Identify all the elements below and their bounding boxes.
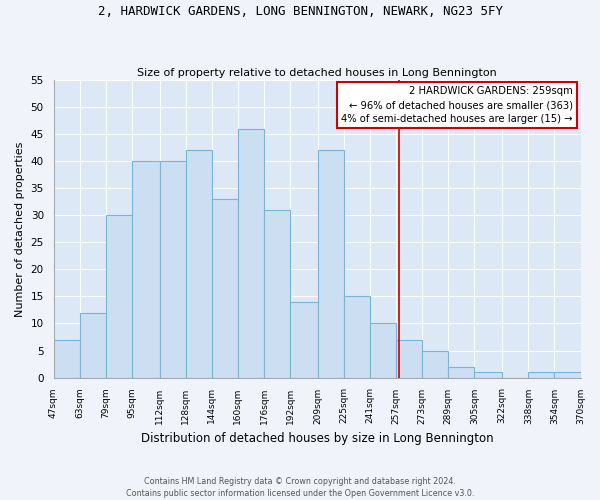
Bar <box>160 162 185 378</box>
Bar <box>80 312 106 378</box>
Title: Size of property relative to detached houses in Long Bennington: Size of property relative to detached ho… <box>137 68 497 78</box>
Bar <box>106 216 132 378</box>
Bar <box>396 340 422 378</box>
Text: Contains HM Land Registry data © Crown copyright and database right 2024.
Contai: Contains HM Land Registry data © Crown c… <box>126 476 474 498</box>
X-axis label: Distribution of detached houses by size in Long Bennington: Distribution of detached houses by size … <box>141 432 493 445</box>
Bar <box>422 350 448 378</box>
Bar <box>290 302 318 378</box>
Bar <box>132 162 160 378</box>
Bar <box>344 296 370 378</box>
Bar <box>448 367 475 378</box>
Bar <box>475 372 502 378</box>
Text: 2 HARDWICK GARDENS: 259sqm
← 96% of detached houses are smaller (363)
4% of semi: 2 HARDWICK GARDENS: 259sqm ← 96% of deta… <box>341 86 572 124</box>
Bar <box>238 129 264 378</box>
Bar <box>528 372 554 378</box>
Y-axis label: Number of detached properties: Number of detached properties <box>15 141 25 316</box>
Bar <box>212 199 238 378</box>
Bar <box>318 150 344 378</box>
Bar <box>185 150 212 378</box>
Bar <box>53 340 80 378</box>
Bar <box>370 324 396 378</box>
Text: 2, HARDWICK GARDENS, LONG BENNINGTON, NEWARK, NG23 5FY: 2, HARDWICK GARDENS, LONG BENNINGTON, NE… <box>97 5 503 18</box>
Bar <box>554 372 581 378</box>
Bar <box>264 210 290 378</box>
